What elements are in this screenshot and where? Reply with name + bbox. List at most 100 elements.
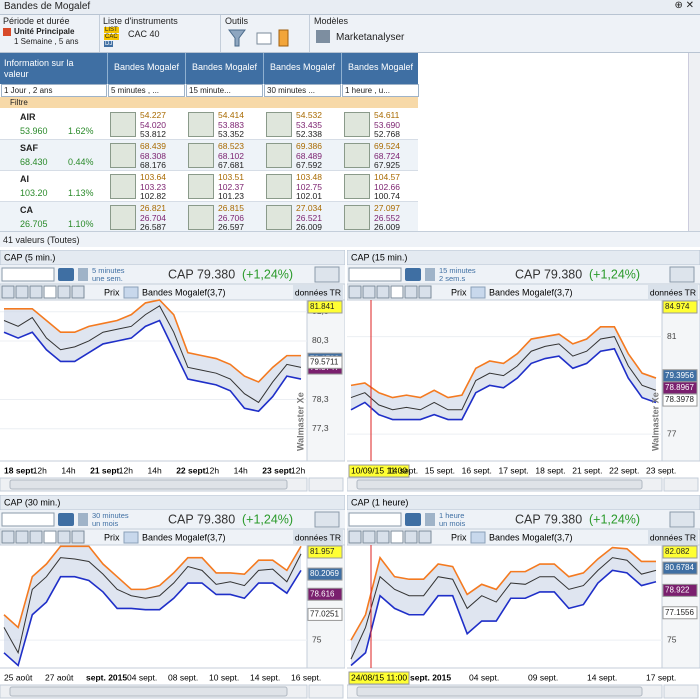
mini-chart[interactable] bbox=[344, 174, 370, 199]
indicator-label[interactable]: Bandes Mogalef(3,7) bbox=[489, 287, 573, 297]
column-header[interactable]: Bandes Mogalef bbox=[107, 53, 185, 84]
tool-button[interactable] bbox=[390, 530, 404, 544]
indicator-label[interactable]: Bandes Mogalef(3,7) bbox=[489, 532, 573, 542]
tool-button[interactable] bbox=[390, 285, 404, 299]
mini-chart[interactable] bbox=[110, 205, 136, 230]
mini-chart[interactable] bbox=[344, 112, 370, 137]
symbol-input[interactable] bbox=[1, 512, 55, 527]
tool-button[interactable] bbox=[1, 285, 15, 299]
symbol-input[interactable] bbox=[1, 267, 55, 282]
tool-button[interactable] bbox=[362, 285, 376, 299]
interval-icon[interactable] bbox=[425, 268, 435, 281]
mini-chart[interactable] bbox=[188, 205, 214, 230]
filter-row[interactable]: Filtre bbox=[0, 97, 418, 108]
tool-button[interactable] bbox=[348, 285, 362, 299]
stock-name[interactable]: AIR bbox=[20, 112, 36, 122]
span[interactable]: 2 sem.s bbox=[439, 274, 466, 283]
interval[interactable]: 5 minutes bbox=[92, 266, 125, 275]
mini-chart[interactable] bbox=[188, 112, 214, 137]
column-header[interactable]: Bandes Mogalef bbox=[341, 53, 419, 84]
tool-button[interactable] bbox=[43, 530, 57, 544]
column-header[interactable]: Bandes Mogalef bbox=[263, 53, 341, 84]
tool-button[interactable] bbox=[43, 285, 57, 299]
interval[interactable]: 30 minutes bbox=[92, 511, 129, 520]
tools-button[interactable] bbox=[314, 266, 340, 283]
stock-name[interactable]: AI bbox=[20, 174, 29, 184]
period-selector[interactable]: 1 Jour , 2 ans bbox=[1, 84, 107, 97]
tool-button[interactable] bbox=[404, 285, 418, 299]
band-value: 53.812 bbox=[140, 129, 166, 139]
scroll-thumb[interactable] bbox=[9, 479, 288, 490]
scroll-thumb[interactable] bbox=[9, 686, 288, 697]
span[interactable]: un mois bbox=[439, 519, 466, 528]
tool-button[interactable] bbox=[15, 285, 29, 299]
tool-button[interactable] bbox=[57, 530, 71, 544]
tool-button[interactable] bbox=[71, 530, 85, 544]
interval-icon[interactable] bbox=[78, 268, 88, 281]
price-label[interactable]: Prix bbox=[104, 287, 120, 297]
price-label[interactable]: Prix bbox=[451, 532, 467, 542]
mini-chart[interactable] bbox=[266, 112, 292, 137]
tool-button[interactable] bbox=[29, 285, 43, 299]
zoom-controls[interactable] bbox=[308, 684, 344, 699]
window-controls[interactable]: ⊕ ✕ bbox=[674, 0, 694, 11]
tool-button[interactable] bbox=[348, 530, 362, 544]
stock-name[interactable]: CA bbox=[20, 205, 33, 215]
symbol-input[interactable] bbox=[348, 267, 402, 282]
book-icon[interactable] bbox=[405, 268, 421, 281]
mini-chart[interactable] bbox=[110, 174, 136, 199]
tools-button[interactable] bbox=[314, 511, 340, 528]
tool-button[interactable] bbox=[29, 530, 43, 544]
tool-button[interactable] bbox=[1, 530, 15, 544]
tools-button[interactable] bbox=[669, 511, 695, 528]
mini-chart[interactable] bbox=[266, 205, 292, 230]
interval-icon[interactable] bbox=[425, 513, 435, 526]
indicator-label[interactable]: Bandes Mogalef(3,7) bbox=[142, 287, 226, 297]
scroll-thumb[interactable] bbox=[356, 479, 643, 490]
tool-button[interactable] bbox=[71, 285, 85, 299]
interval[interactable]: 1 heure bbox=[439, 511, 464, 520]
period-selector[interactable]: 5 minutes , ... bbox=[108, 84, 185, 97]
zoom-controls[interactable] bbox=[663, 477, 699, 492]
mini-chart[interactable] bbox=[188, 143, 214, 168]
tool-button[interactable] bbox=[418, 530, 432, 544]
indicator-label[interactable]: Bandes Mogalef(3,7) bbox=[142, 532, 226, 542]
column-header[interactable]: Bandes Mogalef bbox=[185, 53, 263, 84]
book-icon[interactable] bbox=[58, 513, 74, 526]
mini-chart[interactable] bbox=[110, 112, 136, 137]
tool-button[interactable] bbox=[376, 530, 390, 544]
price-label[interactable]: Prix bbox=[104, 532, 120, 542]
stock-name[interactable]: SAF bbox=[20, 143, 38, 153]
model-name[interactable]: Marketanalyser bbox=[336, 32, 405, 43]
instrument-list[interactable]: CAC 40 bbox=[128, 29, 160, 39]
mini-chart[interactable] bbox=[344, 143, 370, 168]
mini-chart[interactable] bbox=[188, 174, 214, 199]
mini-chart[interactable] bbox=[266, 143, 292, 168]
tool-button[interactable] bbox=[15, 530, 29, 544]
period-duration[interactable]: 1 Semaine , 5 ans bbox=[14, 37, 79, 46]
symbol-input[interactable] bbox=[348, 512, 402, 527]
interval-icon[interactable] bbox=[78, 513, 88, 526]
tool-button[interactable] bbox=[57, 285, 71, 299]
tool-button[interactable] bbox=[362, 530, 376, 544]
span[interactable]: une sem. bbox=[92, 274, 123, 283]
tool-icons[interactable] bbox=[227, 27, 307, 49]
period-selector[interactable]: 1 heure , u... bbox=[342, 84, 419, 97]
period-selector[interactable]: 15 minute... bbox=[186, 84, 263, 97]
mini-chart[interactable] bbox=[110, 143, 136, 168]
mini-chart[interactable] bbox=[344, 205, 370, 230]
tools-button[interactable] bbox=[669, 266, 695, 283]
tool-button[interactable] bbox=[418, 285, 432, 299]
tool-button[interactable] bbox=[404, 530, 418, 544]
zoom-controls[interactable] bbox=[663, 684, 699, 699]
interval[interactable]: 15 minutes bbox=[439, 266, 476, 275]
tool-button[interactable] bbox=[376, 285, 390, 299]
scroll-thumb[interactable] bbox=[356, 686, 643, 697]
book-icon[interactable] bbox=[405, 513, 421, 526]
span[interactable]: un mois bbox=[92, 519, 119, 528]
zoom-controls[interactable] bbox=[308, 477, 344, 492]
period-selector[interactable]: 30 minutes ... bbox=[264, 84, 341, 97]
price-label[interactable]: Prix bbox=[451, 287, 467, 297]
book-icon[interactable] bbox=[58, 268, 74, 281]
mini-chart[interactable] bbox=[266, 174, 292, 199]
